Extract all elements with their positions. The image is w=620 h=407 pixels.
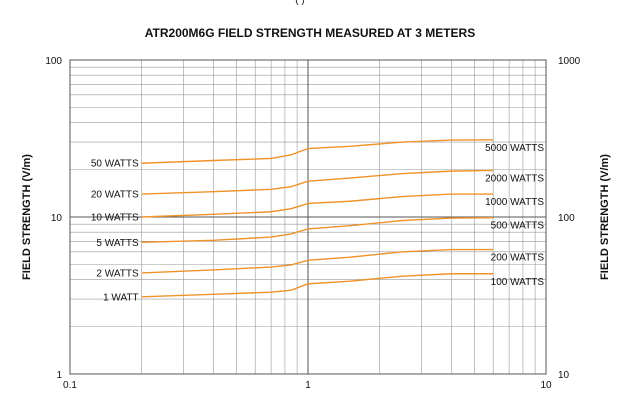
y-tick-label-right: 100 [558,213,575,224]
series-label-right: 100 WATTS [491,277,545,288]
series-label-left: 10 WATTS [91,213,139,224]
y-tick-label-left: 100 [45,56,62,67]
x-tick-label: 0.1 [63,380,77,391]
series-line [141,216,494,244]
series-label-left: 2 WATTS [96,268,139,279]
y-axis-label-left: FIELD STRENGTH (V/m) [21,154,33,280]
series-line [141,273,494,298]
y-tick-label-left: 1 [56,370,62,381]
y-tick-label-left: 10 [51,213,63,224]
y-axis-label-right: FIELD STRENGTH (V/m) [599,154,611,280]
series-label-right: 500 WATTS [491,221,545,232]
chart-title: ATR200M6G FIELD STRENGTH MEASURED AT 3 M… [145,26,475,40]
series-label-left: 1 WATT [103,292,139,303]
grid-lines [69,59,547,375]
series-label-right: 5000 WATTS [485,143,544,154]
y-tick-label-right: 1000 [558,56,581,67]
series-label-right: 200 WATTS [491,253,545,264]
series-line [141,169,494,195]
series-label-left: 20 WATTS [91,190,139,201]
series-line [141,193,494,218]
x-tick-label: 1 [305,380,311,391]
series-label-left: 50 WATTS [91,159,139,170]
y-tick-label-right: 10 [558,370,570,381]
top-fragment: ( ) [295,0,304,6]
series-layer: 1 WATT 2 WATTS 5 WATTS 10 WATTS 20 WATTS 50 W… [91,139,545,303]
series-label-right: 2000 WATTS [485,173,544,184]
series-line [141,248,494,274]
x-tick-label: 10 [540,380,552,391]
series-line [141,139,494,164]
plot-frame [69,59,547,375]
series-label-right: 1000 WATTS [485,197,544,208]
series-label-left: 5 WATTS [96,238,139,249]
